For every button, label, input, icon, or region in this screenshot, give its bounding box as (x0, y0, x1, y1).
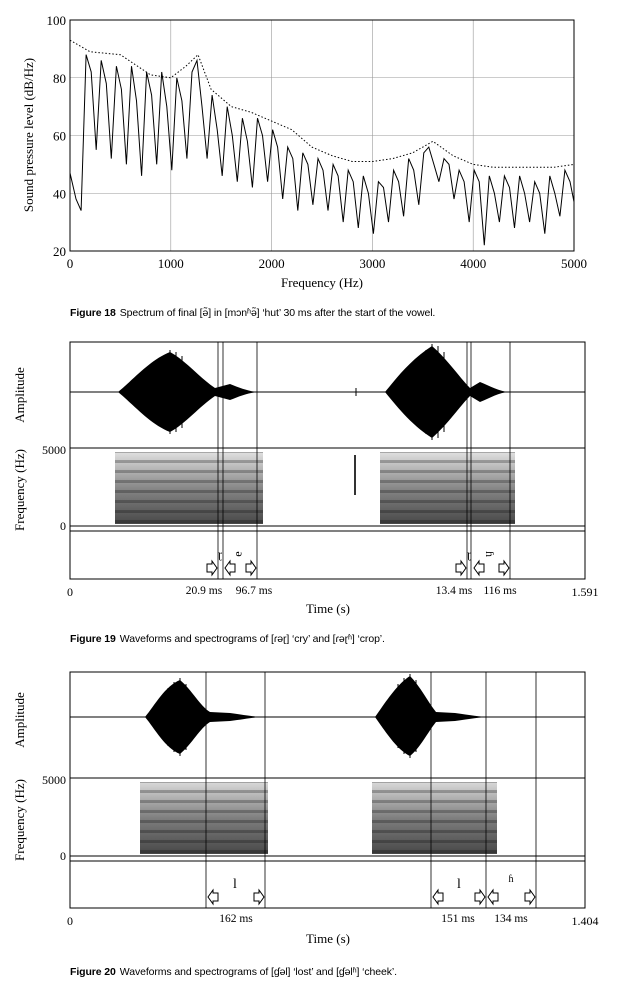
time-start: 0 (67, 914, 73, 928)
x-axis-label: Frequency (Hz) (281, 275, 363, 290)
freq-bottom-tick: 0 (60, 849, 66, 863)
duration-label: 162 ms (219, 913, 253, 925)
envelope-line (69, 39, 575, 168)
time-start: 0 (67, 585, 73, 599)
waveform-2 (385, 346, 510, 438)
figure20-frame (69, 671, 586, 909)
caption-text: Waveforms and spectrograms of [ɾəɽ] ‘cry… (119, 633, 385, 645)
figure19-caption: Figure 19 Waveforms and spectrograms of [… (70, 633, 385, 645)
frequency-label: Frequency (Hz) (12, 779, 27, 861)
spectrum-line (69, 54, 575, 246)
duration-label: 116 ms (483, 585, 517, 597)
caption-label: Figure 19 (70, 633, 116, 645)
waveform-1 (118, 352, 260, 432)
time-axis-label: Time (s) (306, 931, 350, 946)
time-end: 1.404 (572, 914, 599, 928)
freq-top-tick: 5000 (42, 443, 66, 457)
freq-top-tick: 5000 (42, 773, 66, 787)
y-tick-label: 20 (53, 244, 66, 259)
segment-label: l (457, 877, 461, 892)
figure18-caption: Figure 18 Spectrum of final [ə̃] in [mɔnʱ… (70, 307, 435, 319)
time-end: 1.591 (572, 585, 599, 599)
time-axis-label: Time (s) (306, 601, 350, 616)
segment-label: ɽ (467, 547, 471, 561)
y-tick-label: 100 (47, 13, 67, 28)
duration-label: 134 ms (494, 913, 528, 925)
y-axis-label: Sound pressure level (dB/Hz) (21, 58, 36, 212)
frequency-label: Frequency (Hz) (12, 449, 27, 531)
x-tick-label: 5000 (561, 256, 587, 271)
figure20-caption: Figure 20 Waveforms and spectrograms of [… (70, 966, 397, 978)
duration-label: 20.9 ms (186, 585, 223, 597)
segment-label: ɦ (509, 874, 514, 885)
segment-label: ɽ (218, 547, 222, 561)
caption-label: Figure 18 (70, 307, 116, 319)
duration-label: 96.7 ms (236, 585, 273, 597)
amplitude-label: Amplitude (12, 692, 27, 748)
segment-label: l (233, 877, 237, 892)
y-tick-label: 60 (53, 129, 66, 144)
amplitude-label: Amplitude (12, 367, 27, 423)
plot-frame (69, 19, 575, 252)
y-tick-label: 80 (53, 71, 66, 86)
duration-label: 151 ms (441, 913, 475, 925)
x-tick-label: 1000 (158, 256, 184, 271)
caption-text: Spectrum of final [ə̃] in [mɔnʱə̃] ‘hut’… (119, 307, 436, 319)
figure19-panel: ɽ ə ɽ ɦ 20.9 ms 96.7 ms 13.4 ms 116 ms A… (12, 341, 599, 616)
caption-text: Waveforms and spectrograms of [ɠəl] ‘los… (119, 966, 397, 978)
segment-label: ɦ (483, 551, 497, 557)
x-tick-label: 4000 (460, 256, 486, 271)
x-tick-label: 2000 (259, 256, 285, 271)
figure18-chart: 0 1000 2000 3000 4000 5000 20 40 60 80 100 Frequen… (21, 13, 587, 290)
figure19-frame (69, 341, 586, 580)
x-tick-label: 0 (67, 256, 74, 271)
x-tick-label: 3000 (359, 256, 385, 271)
y-tick-label: 40 (53, 186, 66, 201)
waveform-2 (375, 676, 490, 756)
caption-label: Figure 20 (70, 966, 116, 978)
duration-label: 13.4 ms (436, 585, 473, 597)
waveform-1 (145, 680, 265, 754)
segment-label: ə (233, 551, 247, 556)
freq-bottom-tick: 0 (60, 519, 66, 533)
